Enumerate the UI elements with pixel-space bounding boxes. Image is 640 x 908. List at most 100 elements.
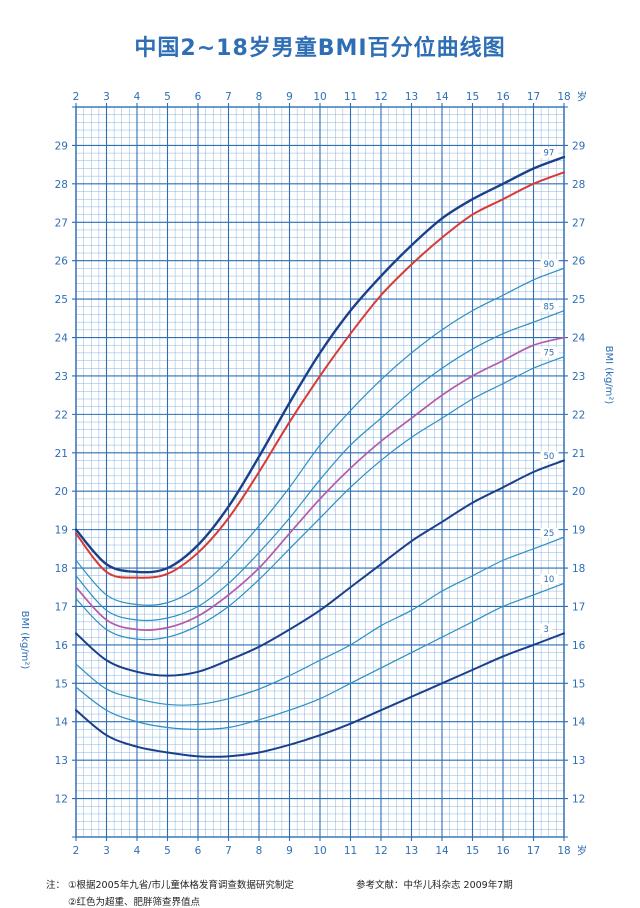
x-tick-label-bottom: 4 [134, 845, 141, 857]
y-tick-label-right: 16 [572, 640, 586, 652]
y-tick-label-right: 23 [572, 371, 585, 383]
x-tick-label-top: 4 [134, 91, 141, 103]
curve-label-p50: 50 [544, 452, 555, 462]
x-tick-label-bottom: 17 [527, 845, 540, 857]
y-tick-label-right: 12 [572, 794, 585, 806]
y-tick-label-right: 29 [572, 140, 585, 152]
chart-grid [72, 103, 568, 841]
y-tick-label-left: 17 [55, 601, 68, 613]
y-tick-label-right: 21 [572, 448, 585, 460]
x-tick-label-bottom: 8 [256, 845, 263, 857]
curve-label-bg [540, 574, 559, 585]
series-line-p95 [75, 171, 565, 579]
x-tick-label-top: 12 [374, 91, 387, 103]
y-tick-label-left: 16 [55, 640, 69, 652]
curve-label-p10: 10 [544, 575, 555, 585]
y-tick-label-left: 22 [55, 409, 68, 421]
y-tick-label-right: 18 [572, 563, 585, 575]
x-tick-label-bottom: 16 [496, 845, 510, 857]
curve-label-bg [540, 347, 559, 358]
y-axis-title-left: BMI (kg/m²) [19, 611, 30, 670]
series-line-p10 [75, 582, 565, 731]
y-tick-label-right: 19 [572, 525, 585, 537]
y-tick-label-right: 14 [572, 717, 586, 729]
x-tick-label-top: 15 [466, 91, 479, 103]
y-tick-label-right: 13 [572, 755, 585, 767]
chart-labels: 97 90 85 75 50 25 10 3 BMI (kg/m²) BMI (kg/m²) [19, 147, 614, 670]
series-line-p90 [75, 267, 565, 606]
y-tick-label-left: 18 [55, 563, 68, 575]
series-line-p80 [75, 336, 565, 631]
curve-label-p90: 90 [544, 260, 555, 270]
y-tick-label-right: 22 [572, 409, 585, 421]
curve-label-bg [540, 624, 553, 635]
y-tick-label-right: 27 [572, 217, 585, 229]
series-line-p85 [75, 310, 565, 622]
x-tick-label-bottom: 3 [103, 845, 110, 857]
x-tick-label-bottom: 7 [225, 845, 232, 857]
y-tick-label-left: 12 [55, 794, 68, 806]
x-tick-label-bottom: 6 [195, 845, 202, 857]
x-tick-label-bottom: 11 [344, 845, 357, 857]
x-tick-label-bottom: 2 [73, 845, 80, 857]
x-tick-label-top: 6 [195, 91, 202, 103]
curve-label-bg [540, 451, 559, 462]
y-tick-label-left: 15 [55, 678, 68, 690]
curve-label-p97: 97 [544, 149, 555, 159]
series-line-p75 [75, 356, 565, 641]
y-tick-label-left: 23 [55, 371, 68, 383]
x-tick-label-bottom: 5 [164, 845, 171, 857]
series-line-p50 [75, 459, 565, 677]
y-tick-label-right: 20 [572, 486, 585, 498]
y-tick-label-left: 24 [55, 333, 69, 345]
x-tick-label-bottom: 12 [374, 845, 387, 857]
x-tick-label-top: 9 [286, 91, 293, 103]
x-tick-label-top: 17 [527, 91, 540, 103]
y-tick-label-right: 25 [572, 294, 585, 306]
y-tick-label-right: 24 [572, 333, 586, 345]
y-axis-title-right: BMI (kg/m²) [603, 346, 614, 405]
x-tick-label-top: 11 [344, 91, 357, 103]
y-tick-label-left: 26 [55, 256, 69, 268]
x-tick-label-top: 16 [496, 91, 510, 103]
y-tick-label-right: 26 [572, 256, 586, 268]
y-tick-label-left: 21 [55, 448, 68, 460]
x-tick-label-top: 18 [557, 91, 570, 103]
x-tick-label-top: 14 [435, 91, 449, 103]
curve-label-p3: 3 [544, 625, 549, 635]
series-line-p25 [75, 536, 565, 706]
curve-label-p25: 25 [544, 529, 555, 539]
footnote-line2: ②红色为超重、肥胖筛查界值点 [68, 897, 201, 908]
curve-label-bg [540, 301, 559, 312]
y-tick-label-right: 15 [572, 678, 585, 690]
x-tick-label-top: 8 [256, 91, 263, 103]
x-unit-label-bottom: 岁 [577, 844, 588, 857]
plot-frame [75, 106, 565, 838]
y-tick-label-left: 29 [55, 140, 68, 152]
y-tick-label-left: 27 [55, 217, 68, 229]
chart-series [74, 155, 566, 758]
footnote-line1: ①根据2005年九省/市儿童体格发育调查数据研究制定 [68, 880, 294, 891]
series-line-p97 [74, 155, 566, 574]
footnote-reference: 参考文献：中华儿科杂志 2009年7期 [356, 880, 513, 891]
x-tick-label-top: 3 [103, 91, 110, 103]
x-unit-label-top: 岁 [577, 90, 588, 103]
chart-title: 中国2~18岁男童BMI百分位曲线图 [134, 36, 506, 61]
footnote-prefix: 注： [46, 880, 66, 891]
x-tick-label-bottom: 14 [435, 845, 449, 857]
x-tick-label-bottom: 10 [313, 845, 326, 857]
curve-label-bg [540, 528, 559, 539]
y-tick-label-left: 14 [55, 717, 69, 729]
x-tick-label-top: 10 [313, 91, 326, 103]
x-tick-label-top: 7 [225, 91, 232, 103]
y-tick-label-left: 20 [55, 486, 68, 498]
curve-label-p85: 85 [544, 302, 555, 312]
y-tick-label-left: 13 [55, 755, 68, 767]
x-tick-label-bottom: 18 [557, 845, 570, 857]
x-tick-label-bottom: 13 [405, 845, 418, 857]
x-tick-label-top: 13 [405, 91, 418, 103]
x-tick-label-top: 2 [73, 91, 80, 103]
chart-ticks: 2233445566778899101011111212131314141515… [55, 90, 588, 857]
curve-label-p75: 75 [544, 349, 555, 359]
